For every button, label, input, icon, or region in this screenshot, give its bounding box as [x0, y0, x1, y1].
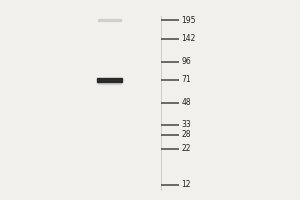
- Bar: [98, 19, 121, 21]
- Text: 142: 142: [182, 34, 196, 43]
- Bar: [98, 81, 121, 84]
- Text: 96: 96: [182, 57, 191, 66]
- Text: 195: 195: [182, 16, 196, 25]
- Text: 28: 28: [182, 130, 191, 139]
- Text: 33: 33: [182, 120, 191, 129]
- Text: 71: 71: [182, 75, 191, 84]
- Bar: [97, 78, 122, 82]
- Text: 12: 12: [182, 180, 191, 189]
- Text: 48: 48: [182, 98, 191, 107]
- Text: 22: 22: [182, 144, 191, 153]
